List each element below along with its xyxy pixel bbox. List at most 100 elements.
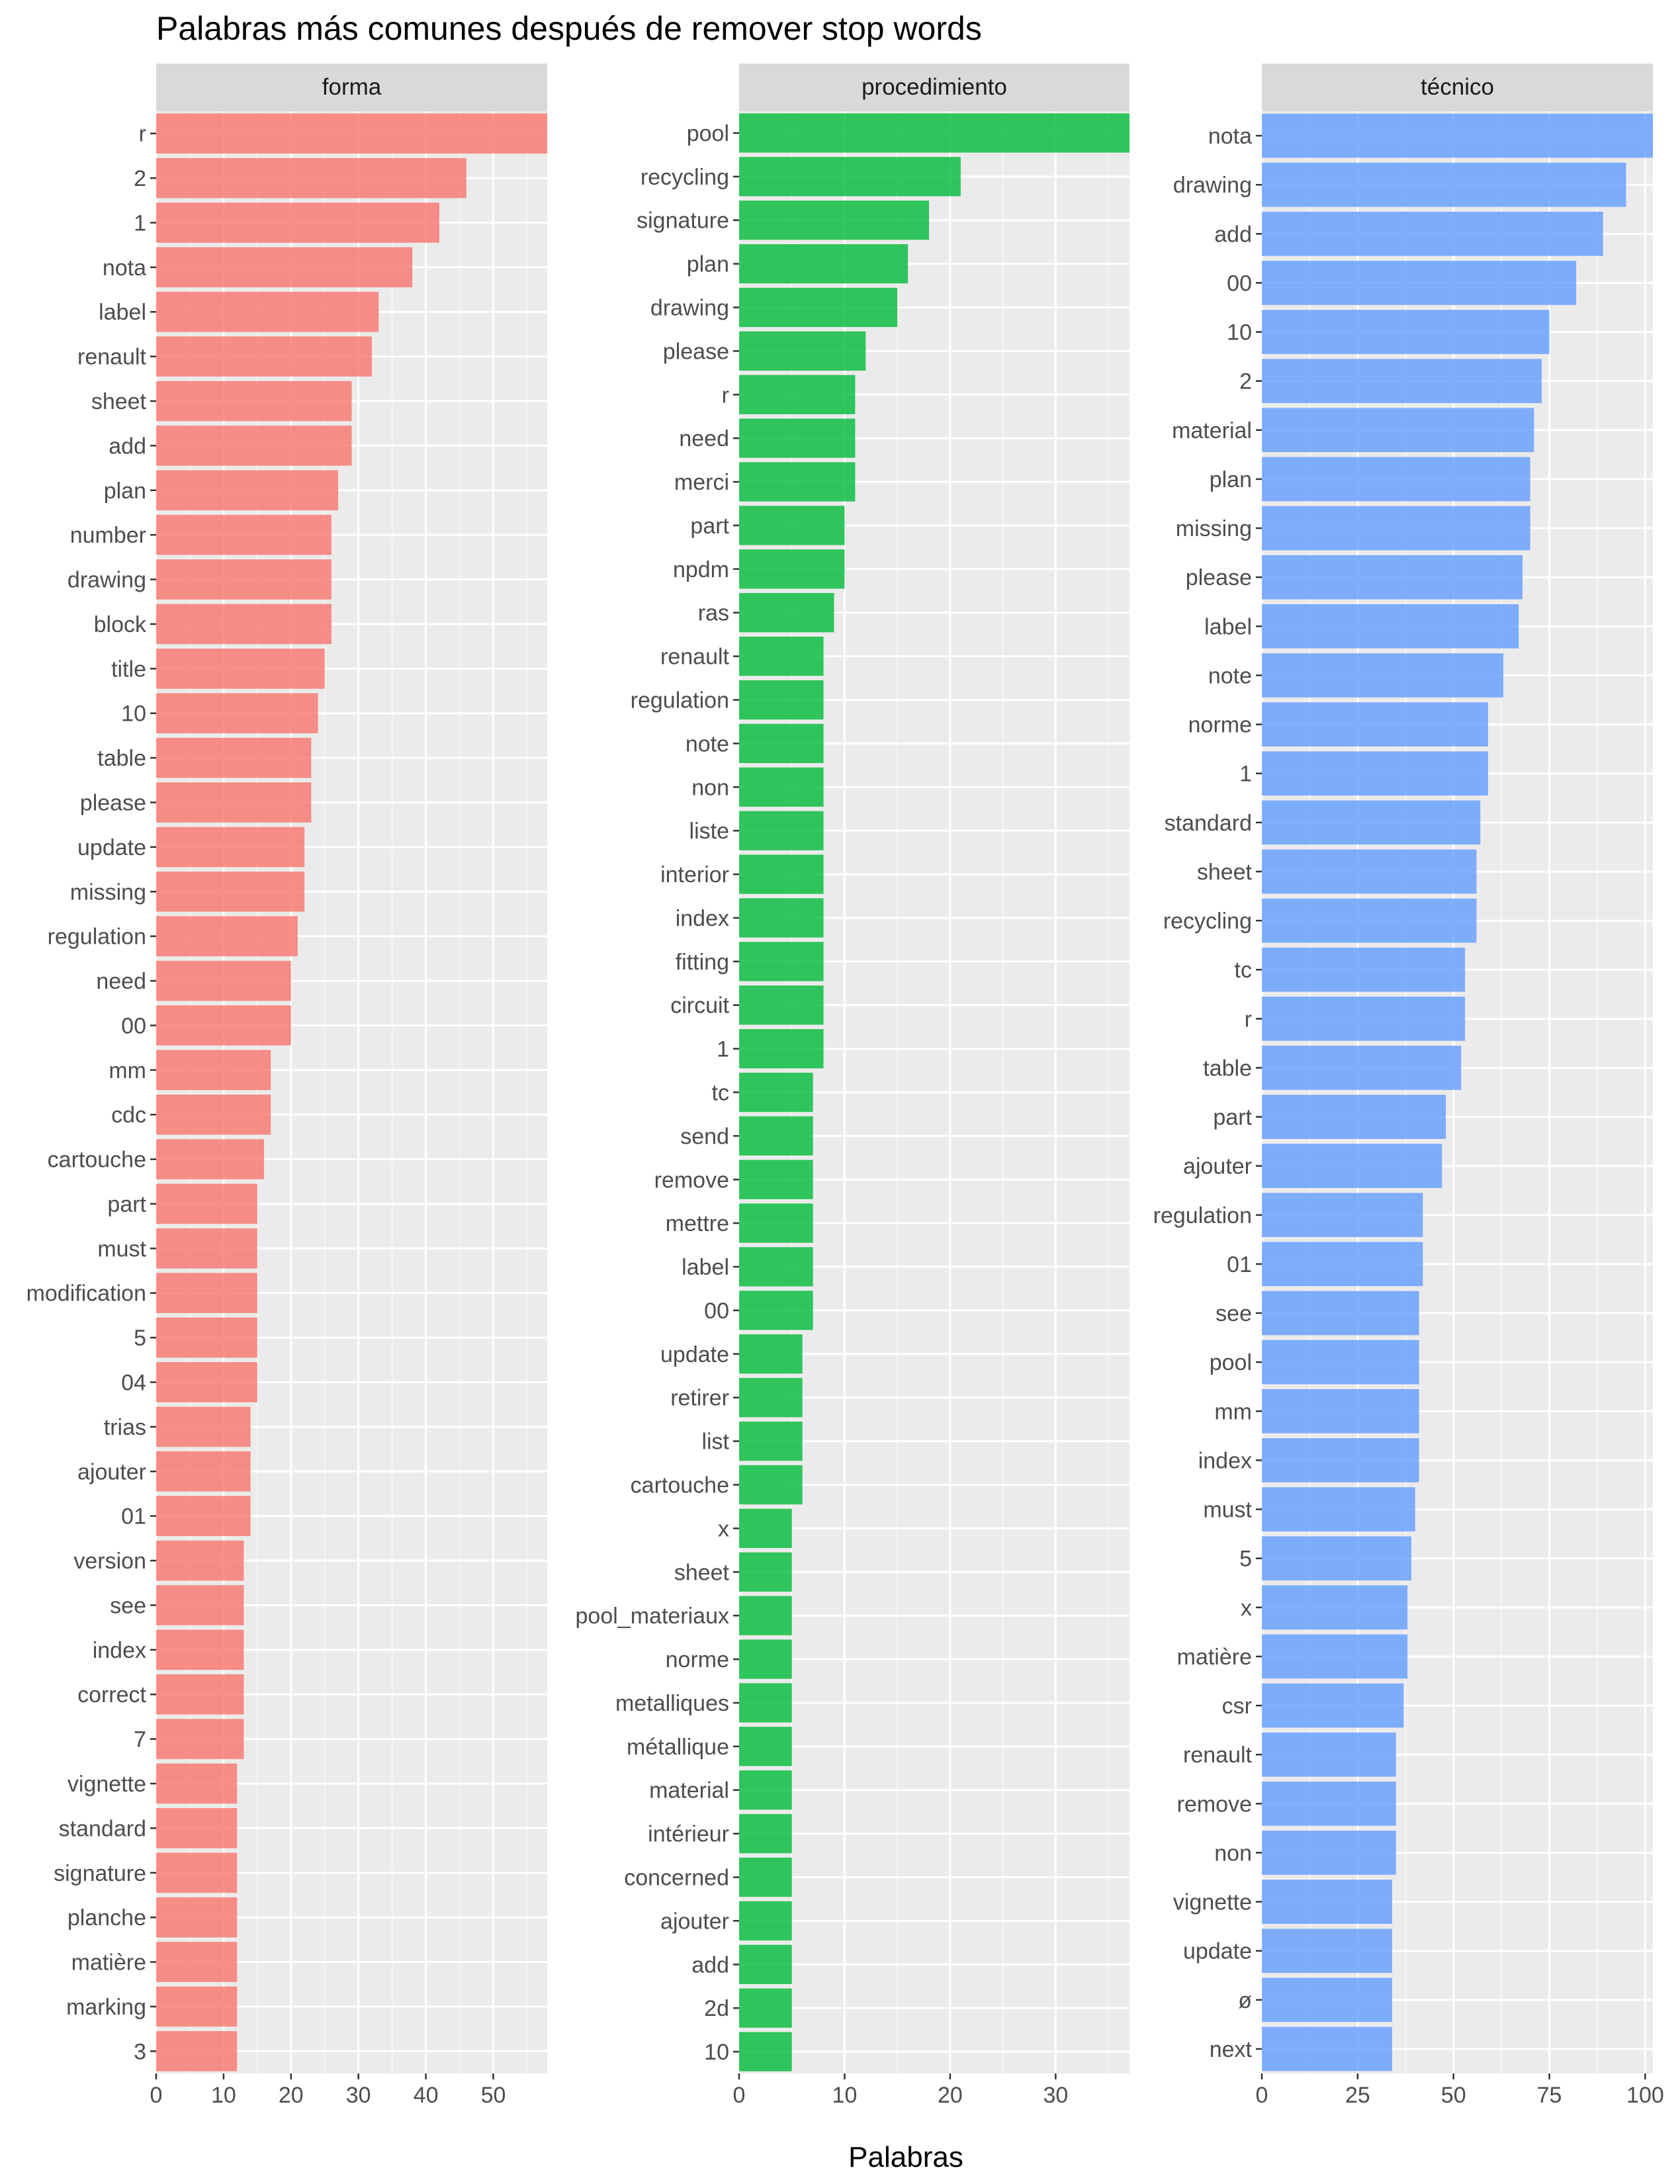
category-label: mettre (666, 1211, 729, 1236)
category-label: 00 (1227, 271, 1252, 296)
bar (156, 916, 298, 956)
bar (739, 1291, 813, 1330)
x-tick-label: 75 (1537, 2083, 1562, 2108)
category-label: must (97, 1236, 146, 1261)
x-tick-label: 0 (150, 2083, 163, 2108)
bar (156, 426, 352, 466)
bar (1262, 2026, 1392, 2071)
bar (156, 1585, 244, 1625)
bar (739, 854, 824, 894)
panel-strip (156, 64, 547, 111)
category-label: intérieur (648, 1822, 729, 1847)
category-label: need (96, 969, 146, 994)
bar (739, 375, 856, 414)
bar (1262, 1340, 1419, 1385)
category-label: drawing (1173, 173, 1252, 198)
bar (156, 1094, 271, 1135)
category-label: title (111, 657, 146, 682)
bar (156, 113, 547, 154)
category-label: non (1214, 1841, 1252, 1866)
category-label: cartouche (631, 1473, 729, 1498)
category-label: ajouter (1183, 1154, 1252, 1179)
category-label: liste (689, 819, 729, 844)
bar (739, 1465, 803, 1505)
bar (739, 1857, 792, 1897)
x-tick-label: 30 (1043, 2083, 1068, 2108)
bar (156, 1273, 257, 1314)
bar (1262, 653, 1504, 698)
bar (1262, 1046, 1462, 1090)
bar (156, 1852, 238, 1893)
bar (1262, 113, 1653, 158)
bar (1262, 751, 1488, 796)
bar (1262, 1095, 1446, 1139)
category-label: trias (104, 1415, 146, 1440)
category-label: 10 (704, 2040, 729, 2065)
bar (1262, 1291, 1419, 1336)
bar (739, 898, 824, 938)
category-label: mm (109, 1058, 146, 1083)
x-tick-label: 50 (1441, 2083, 1466, 2108)
bar (739, 331, 866, 371)
category-label: list (701, 1430, 729, 1455)
category-label: norme (1188, 713, 1252, 738)
x-tick-label: 40 (414, 2083, 439, 2108)
category-label: 1 (1239, 762, 1252, 787)
bar (156, 381, 352, 422)
bar (739, 767, 824, 807)
bar (1262, 1732, 1396, 1777)
bar (156, 960, 291, 1001)
x-tick-label: 0 (1256, 2083, 1268, 2108)
x-tick-label: 30 (346, 2083, 371, 2108)
bar (156, 1763, 238, 1804)
category-label: plan (1210, 467, 1252, 492)
bar (156, 470, 339, 511)
category-label: sheet (91, 389, 147, 414)
bar (1262, 947, 1466, 992)
category-label: concerned (624, 1866, 729, 1891)
category-label: material (649, 1778, 729, 1803)
category-label: 10 (1227, 320, 1252, 345)
bar (1262, 408, 1534, 453)
bar (156, 737, 312, 778)
category-label: need (679, 426, 729, 451)
bar (739, 1421, 803, 1461)
category-label: merci (674, 470, 729, 495)
bar (739, 1727, 792, 1766)
bar (739, 1639, 792, 1679)
bar (1262, 1144, 1442, 1189)
bar (739, 942, 824, 981)
bar (156, 649, 325, 689)
bar (156, 2030, 238, 2071)
category-label: 1 (134, 210, 146, 236)
category-label: x (1241, 1596, 1252, 1621)
category-label: index (1198, 1448, 1252, 1473)
category-label: label (682, 1255, 729, 1280)
category-label: fitting (676, 950, 729, 975)
bar (739, 1508, 792, 1549)
category-label: table (97, 746, 146, 771)
panel-strip-label: forma (322, 74, 382, 100)
bar (1262, 702, 1488, 747)
category-label: circuit (670, 993, 729, 1019)
category-label: please (663, 339, 729, 364)
bar (1262, 555, 1523, 600)
bar (1262, 1880, 1392, 1924)
category-label: métallique (627, 1735, 729, 1760)
bar (739, 157, 961, 197)
category-label: ras (698, 601, 729, 626)
category-label: x (718, 1516, 729, 1541)
bar (1262, 211, 1603, 256)
bar (156, 604, 332, 645)
bar (1262, 1193, 1423, 1238)
category-label: label (1204, 614, 1252, 639)
category-label: renault (77, 345, 147, 370)
category-label: add (109, 433, 146, 459)
bar (739, 985, 824, 1025)
category-label: standard (59, 1816, 146, 1841)
panel-strip-label: técnico (1421, 74, 1494, 100)
category-label: regulation (631, 688, 729, 713)
bar (1262, 1831, 1396, 1875)
bar (739, 1944, 792, 1984)
